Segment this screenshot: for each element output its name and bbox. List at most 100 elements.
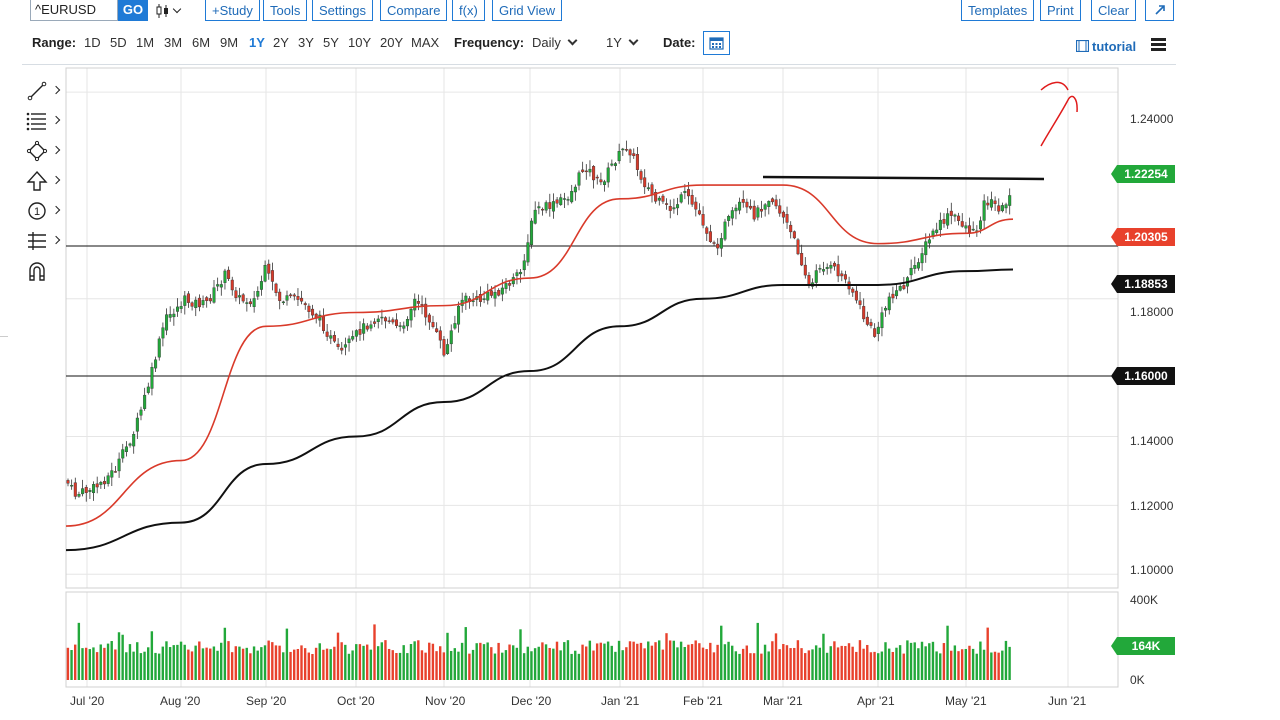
range-max[interactable]: MAX bbox=[411, 35, 440, 50]
tools-button[interactable]: Tools bbox=[263, 0, 308, 21]
range-9m[interactable]: 9M bbox=[220, 35, 239, 50]
volume-bar bbox=[216, 650, 219, 680]
go-button[interactable]: GO bbox=[118, 0, 148, 21]
candle-body bbox=[1000, 205, 1004, 212]
candle-body bbox=[632, 153, 636, 157]
arrow-tool[interactable] bbox=[20, 168, 64, 194]
period-select[interactable]: 1Y bbox=[606, 35, 639, 50]
volume-bar bbox=[376, 646, 380, 680]
candle-body bbox=[836, 264, 840, 277]
candle-body bbox=[500, 287, 504, 295]
hand-drawn-arrow bbox=[1040, 81, 1078, 147]
date-picker-button[interactable] bbox=[703, 31, 730, 55]
volume-axis-label: 400K bbox=[1130, 593, 1159, 607]
volume-bar bbox=[574, 650, 577, 680]
candle-body bbox=[216, 284, 220, 287]
range-2y[interactable]: 2Y bbox=[273, 35, 289, 50]
volume-bar bbox=[190, 651, 194, 680]
volume-bar bbox=[771, 641, 774, 680]
volume-bar bbox=[668, 640, 672, 680]
candle-body bbox=[376, 318, 380, 323]
volume-bar bbox=[614, 651, 617, 680]
volume-bar bbox=[953, 645, 957, 680]
range-6m[interactable]: 6M bbox=[192, 35, 211, 50]
symbol-input[interactable]: ^EURUSD bbox=[30, 0, 118, 21]
volume-bar bbox=[588, 640, 592, 680]
fibonacci-tool[interactable] bbox=[20, 108, 64, 134]
templates-button[interactable]: Templates bbox=[961, 0, 1035, 21]
chart-type-selector[interactable] bbox=[154, 0, 186, 21]
volume-bar bbox=[738, 653, 741, 680]
candle-body bbox=[493, 291, 497, 299]
compare-button[interactable]: Compare bbox=[380, 0, 448, 21]
candle-body bbox=[292, 294, 296, 297]
range-1d[interactable]: 1D bbox=[84, 35, 101, 50]
shape-tool[interactable] bbox=[20, 138, 64, 164]
candle-body bbox=[504, 283, 508, 289]
print-button[interactable]: Print bbox=[1040, 0, 1081, 21]
volume-bar bbox=[960, 649, 964, 680]
candle-body bbox=[482, 298, 486, 300]
candle-body bbox=[544, 202, 548, 211]
frequency-select[interactable]: Daily bbox=[532, 35, 578, 50]
volume-bar bbox=[147, 647, 150, 680]
candle-body bbox=[143, 394, 147, 409]
candle-body bbox=[435, 328, 439, 333]
candle-body bbox=[515, 272, 519, 276]
tutorial-link[interactable]: tutorial bbox=[1075, 39, 1136, 54]
menu-icon[interactable] bbox=[1151, 38, 1166, 51]
volume-bar bbox=[303, 648, 307, 680]
candle-body bbox=[570, 190, 574, 203]
counter-tool[interactable]: 1 bbox=[20, 198, 64, 224]
candle-body bbox=[391, 319, 395, 323]
range-1y[interactable]: 1Y bbox=[249, 35, 265, 50]
magnet-tool[interactable] bbox=[20, 258, 64, 284]
volume-bar bbox=[289, 651, 292, 680]
range-3y[interactable]: 3Y bbox=[298, 35, 314, 50]
candle-body bbox=[902, 285, 906, 289]
candle-body bbox=[551, 201, 555, 212]
function-button[interactable]: f(x) bbox=[452, 0, 485, 21]
range-10y[interactable]: 10Y bbox=[348, 35, 372, 50]
volume-bar bbox=[884, 642, 887, 680]
candle-body bbox=[402, 325, 406, 329]
range-3m[interactable]: 3M bbox=[164, 35, 183, 50]
volume-bar bbox=[314, 647, 318, 680]
trendline-tool[interactable] bbox=[20, 78, 64, 104]
candle-body bbox=[533, 209, 537, 224]
volume-bar bbox=[205, 647, 208, 680]
range-5d[interactable]: 5D bbox=[110, 35, 127, 50]
volume-bar bbox=[121, 634, 124, 680]
candle-body bbox=[409, 308, 413, 321]
candle-body bbox=[796, 239, 800, 255]
volume-bar bbox=[858, 640, 862, 680]
candle-body bbox=[110, 470, 114, 478]
candle-body bbox=[727, 216, 731, 221]
candle-body bbox=[628, 149, 632, 156]
candle-body bbox=[92, 484, 96, 494]
ma-50-line bbox=[65, 184, 1014, 527]
grid-view-button[interactable]: Grid View bbox=[492, 0, 563, 21]
candle-body bbox=[916, 262, 920, 269]
candle-body bbox=[880, 312, 884, 329]
candle-body bbox=[767, 201, 771, 207]
range-20y[interactable]: 20Y bbox=[380, 35, 404, 50]
measure-tool[interactable] bbox=[20, 228, 64, 254]
volume-bar bbox=[263, 645, 267, 680]
settings-button[interactable]: Settings bbox=[312, 0, 373, 21]
volume-bar bbox=[833, 641, 836, 680]
range-5y[interactable]: 5Y bbox=[323, 35, 339, 50]
add-study-button[interactable]: +Study bbox=[205, 0, 260, 21]
measure-icon bbox=[28, 232, 46, 250]
volume-bar bbox=[515, 647, 519, 680]
candle-body bbox=[683, 191, 687, 193]
candle-body bbox=[124, 446, 128, 453]
volume-bar bbox=[402, 645, 405, 680]
popout-button[interactable] bbox=[1145, 0, 1174, 21]
volume-bar bbox=[650, 645, 654, 680]
clear-button[interactable]: Clear bbox=[1091, 0, 1137, 21]
candle-body bbox=[154, 359, 158, 369]
range-1m[interactable]: 1M bbox=[136, 35, 155, 50]
volume-bar bbox=[679, 641, 683, 680]
